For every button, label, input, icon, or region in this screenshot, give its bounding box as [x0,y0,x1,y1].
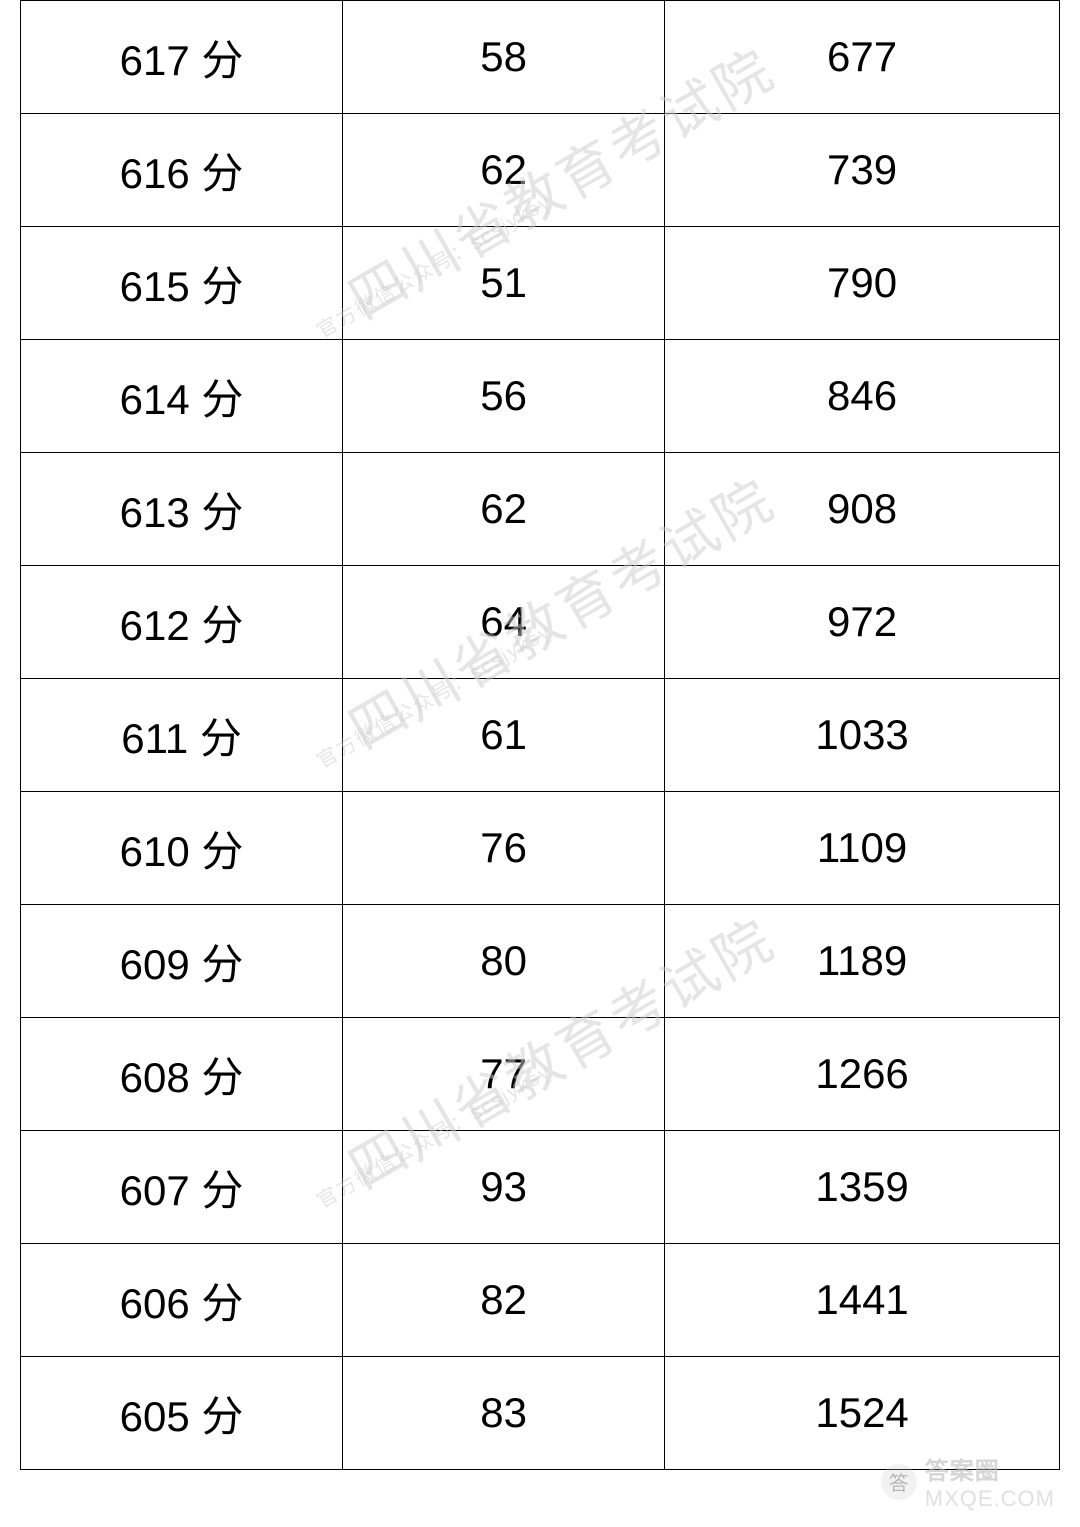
cumulative-cell: 1359 [665,1131,1060,1244]
count-cell: 76 [343,792,665,905]
count-cell: 93 [343,1131,665,1244]
score-cell: 616 分 [21,114,343,227]
table-row: 617 分 58 677 [21,1,1060,114]
count-cell: 82 [343,1244,665,1357]
cumulative-cell: 972 [665,566,1060,679]
score-table: 617 分 58 677 616 分 62 739 615 分 51 790 6… [20,0,1060,1470]
count-cell: 56 [343,340,665,453]
footer-watermark: 答 答案圈 MXQE.COM [881,1451,1055,1512]
table-row: 606 分 82 1441 [21,1244,1060,1357]
score-table-container: 617 分 58 677 616 分 62 739 615 分 51 790 6… [20,0,1060,1470]
cumulative-cell: 790 [665,227,1060,340]
table-row: 611 分 61 1033 [21,679,1060,792]
cumulative-cell: 908 [665,453,1060,566]
score-cell: 609 分 [21,905,343,1018]
cumulative-cell: 846 [665,340,1060,453]
count-cell: 51 [343,227,665,340]
cumulative-cell: 677 [665,1,1060,114]
score-cell: 610 分 [21,792,343,905]
cumulative-cell: 1189 [665,905,1060,1018]
score-cell: 606 分 [21,1244,343,1357]
score-cell: 611 分 [21,679,343,792]
table-row: 615 分 51 790 [21,227,1060,340]
score-cell: 612 分 [21,566,343,679]
footer-url-text: MXQE.COM [925,1486,1055,1512]
score-table-body: 617 分 58 677 616 分 62 739 615 分 51 790 6… [21,1,1060,1470]
table-row: 610 分 76 1109 [21,792,1060,905]
table-row: 608 分 77 1266 [21,1018,1060,1131]
count-cell: 77 [343,1018,665,1131]
footer-logo-icon: 答 [881,1464,917,1500]
count-cell: 62 [343,453,665,566]
count-cell: 58 [343,1,665,114]
count-cell: 64 [343,566,665,679]
cumulative-cell: 739 [665,114,1060,227]
table-row: 607 分 93 1359 [21,1131,1060,1244]
table-row: 609 分 80 1189 [21,905,1060,1018]
table-row: 616 分 62 739 [21,114,1060,227]
score-cell: 605 分 [21,1357,343,1470]
score-cell: 607 分 [21,1131,343,1244]
cumulative-cell: 1033 [665,679,1060,792]
count-cell: 80 [343,905,665,1018]
footer-brand-text: 答案圈 [925,1451,1055,1486]
count-cell: 61 [343,679,665,792]
table-row: 613 分 62 908 [21,453,1060,566]
score-cell: 608 分 [21,1018,343,1131]
score-cell: 614 分 [21,340,343,453]
cumulative-cell: 1266 [665,1018,1060,1131]
cumulative-cell: 1109 [665,792,1060,905]
score-cell: 615 分 [21,227,343,340]
score-cell: 617 分 [21,1,343,114]
table-row: 612 分 64 972 [21,566,1060,679]
table-row: 614 分 56 846 [21,340,1060,453]
count-cell: 62 [343,114,665,227]
score-cell: 613 分 [21,453,343,566]
count-cell: 83 [343,1357,665,1470]
cumulative-cell: 1441 [665,1244,1060,1357]
